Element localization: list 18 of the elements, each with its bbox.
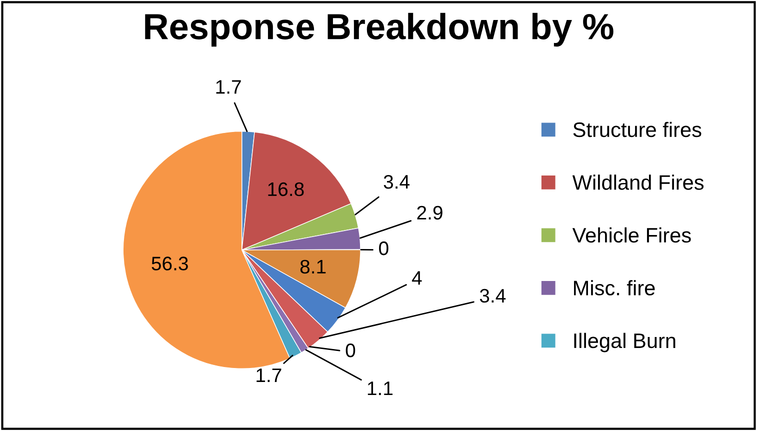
data-label: 4 <box>412 271 422 285</box>
text: 0 <box>379 241 388 256</box>
legend-label: Structure fires <box>573 122 702 138</box>
data-label: 1.7 <box>256 368 282 382</box>
text: 0 <box>346 343 356 358</box>
legend-label: Wildland Fires <box>572 174 704 190</box>
data-label: 1.7 <box>216 80 241 94</box>
data-label: 56.3 <box>152 256 188 270</box>
data-label: 16.8 <box>268 182 304 196</box>
data-label: 1.1 <box>368 382 393 396</box>
chart-title: Response Breakdown by % <box>145 12 614 47</box>
legend-label: Vehicle Fires <box>572 227 691 243</box>
data-label: 3.4 <box>384 174 410 189</box>
legend-label: Misc. fire <box>574 280 655 296</box>
data-label: 2.9 <box>417 206 442 220</box>
legend-label: Illegal Burn <box>574 332 676 352</box>
data-label: 8.1 <box>300 260 326 274</box>
data-label: 3.4 <box>480 288 506 303</box>
